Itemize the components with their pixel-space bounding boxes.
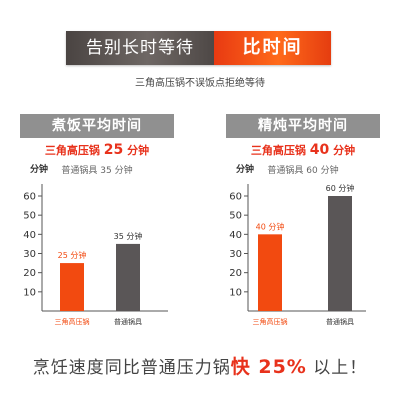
x-tick-label: 普通锅具 [114,317,142,326]
y-axis-label: 分钟 [236,163,254,175]
bar-value-label: 60 分钟 [326,183,355,193]
y-tick-label: 60 [23,192,36,203]
bar [328,196,352,311]
y-tick-label: 30 [229,249,242,260]
legend-highlight-unit: 分钟 [127,144,150,157]
footer-highlight: 快 25% [230,356,307,378]
bar-value-label: 25 分钟 [58,250,87,260]
legend-highlight-unit: 分钟 [333,144,356,157]
footer-suffix: 以上！ [306,358,368,378]
legend-highlight-stew: 三角高压锅 40 分钟 [226,142,380,158]
chart-title-stew: 精炖平均时间 [226,114,380,138]
legend-highlight-prefix: 三角高压锅 [44,144,100,157]
bar-value-label: 40 分钟 [256,221,285,231]
y-tick-label: 10 [23,287,36,298]
legend-normal-stew: 普通锅具 60 分钟 [267,166,339,176]
legend-normal-rice: 普通锅具 35 分钟 [61,166,133,176]
banner-right-text: 比时间 [214,31,331,65]
y-tick-label: 20 [229,268,242,279]
legend-highlight-prefix: 三角高压锅 [250,144,306,157]
y-tick-label: 40 [229,230,242,241]
legend-highlight-rice: 三角高压锅 25 分钟 [20,142,174,158]
x-tick-label: 普通锅具 [326,317,354,326]
y-tick-label: 30 [23,249,36,260]
footer-claim: 烹饪速度同比普通压力锅快 25% 以上！ [0,352,400,379]
y-tick-label: 10 [229,287,242,298]
bar [116,243,140,311]
chart-title-rice: 煮饭平均时间 [20,114,174,138]
y-tick-label: 60 [229,192,242,203]
y-tick-label: 50 [229,211,242,222]
bar [258,234,282,311]
y-tick-label: 20 [23,268,36,279]
x-tick-label: 三角高压锅 [253,317,288,326]
footer-prefix: 烹饪速度同比普通压力锅 [32,358,231,378]
title-banner: 告别长时等待 比时间 [66,31,331,65]
bar-value-label: 35 分钟 [114,231,143,241]
legend-highlight-value: 25 [103,142,124,158]
legend-highlight-value: 40 [309,142,330,158]
y-tick-label: 40 [23,230,36,241]
x-tick-label: 三角高压锅 [55,317,90,326]
bar [60,263,84,311]
y-tick-label: 50 [23,211,36,222]
y-axis-label: 分钟 [30,163,48,175]
subtitle: 三角高压锅不误饭点拒绝等待 [135,78,265,89]
banner-left-text: 告别长时等待 [66,31,214,65]
